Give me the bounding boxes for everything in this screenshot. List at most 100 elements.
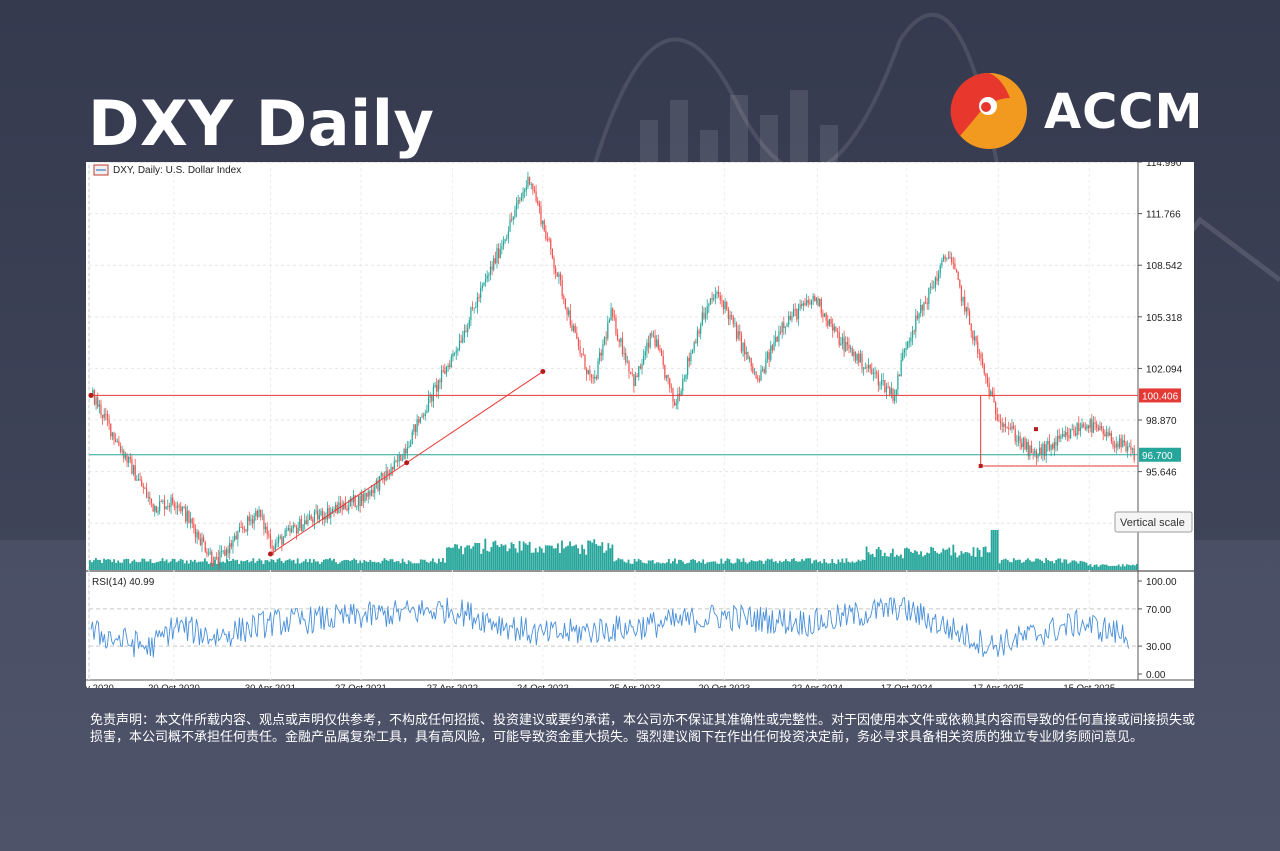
volume-bar — [195, 562, 198, 570]
volume-bar — [1079, 560, 1082, 570]
volume-bar — [978, 549, 981, 570]
volume-bar — [554, 548, 557, 570]
candle-body — [951, 257, 953, 263]
volume-bar — [1008, 561, 1011, 570]
volume-bar — [613, 561, 616, 570]
volume-bar — [865, 546, 868, 570]
candle-body — [618, 339, 620, 342]
candle-body — [685, 374, 687, 379]
volume-bar — [1053, 563, 1056, 570]
volume-bar — [139, 561, 142, 570]
volume-bar — [855, 561, 858, 570]
candle-body — [1099, 425, 1101, 431]
candle-body — [522, 191, 524, 198]
volume-bar — [928, 553, 931, 570]
candle-body — [273, 548, 275, 550]
candle-body — [321, 510, 324, 520]
candle-body — [499, 249, 501, 259]
volume-bar — [1012, 558, 1015, 570]
candle-body — [810, 299, 813, 305]
candle-body — [377, 480, 379, 491]
volume-bar — [226, 559, 228, 570]
candle-body — [672, 388, 674, 402]
volume-bar — [891, 548, 894, 570]
candle-body — [599, 352, 601, 362]
candle-body — [657, 339, 659, 349]
candle-body — [752, 366, 754, 373]
candle-body — [165, 506, 167, 510]
candle-body — [1065, 432, 1067, 437]
candle-body — [111, 432, 113, 437]
candle-body — [704, 314, 707, 319]
candle-body — [727, 309, 730, 320]
candle-body — [414, 424, 417, 433]
volume-bar — [542, 552, 545, 570]
volume-bar — [786, 561, 789, 570]
volume-bar — [575, 544, 577, 570]
volume-bar — [240, 560, 243, 570]
volume-bar — [262, 563, 265, 570]
candle-body — [840, 343, 842, 346]
candle-body — [361, 494, 363, 506]
volume-bar — [903, 548, 906, 570]
candle-body — [1073, 429, 1075, 434]
volume-bar — [948, 547, 951, 570]
candle-body — [678, 393, 681, 396]
volume-bar — [805, 558, 807, 570]
price-tick-label: 111.766 — [1146, 210, 1181, 221]
volume-bar — [694, 560, 697, 570]
candle-body — [530, 184, 532, 185]
candle-body — [256, 511, 259, 518]
volume-bar — [688, 562, 690, 570]
range-box-anchor — [978, 463, 983, 468]
candle-body — [995, 402, 997, 415]
candle-body — [92, 389, 94, 396]
volume-bar — [853, 562, 856, 570]
candle-body — [1039, 447, 1041, 454]
candle-body — [828, 319, 831, 326]
candle-body — [541, 220, 544, 225]
candle-body — [910, 337, 912, 342]
candle-body — [585, 369, 588, 374]
volume-bar — [593, 539, 596, 570]
candle-body — [722, 301, 725, 310]
volume-bar — [934, 550, 937, 570]
volume-bar — [655, 562, 658, 570]
candle-body — [511, 219, 513, 221]
candle-body — [895, 389, 897, 397]
volume-bar — [1115, 565, 1118, 570]
candle-body — [134, 465, 136, 481]
candle-body — [993, 394, 995, 403]
candle-body — [1081, 424, 1083, 429]
volume-bar — [306, 562, 309, 570]
volume-bar — [520, 550, 523, 570]
candle-body — [312, 519, 314, 523]
volume-bar — [187, 563, 190, 570]
volume-bar — [236, 559, 239, 570]
volume-bar — [466, 545, 469, 570]
candle-body — [370, 489, 373, 496]
candle-body — [701, 312, 703, 325]
candle-body — [289, 528, 291, 533]
volume-bar — [433, 562, 436, 570]
candle-body — [1123, 440, 1126, 443]
volume-bar — [1117, 564, 1120, 570]
candle-body — [152, 503, 154, 512]
candle-body — [465, 330, 467, 333]
candle-body — [393, 461, 395, 470]
candle-body — [452, 353, 454, 357]
candle-body — [783, 322, 785, 329]
volume-bar — [1109, 565, 1112, 570]
candle-body — [765, 358, 767, 373]
candle-body — [908, 341, 910, 343]
candle-body — [629, 371, 632, 374]
volume-bar — [268, 561, 271, 570]
candle-body — [432, 386, 435, 402]
volume-bar — [1055, 559, 1058, 570]
volume-bar — [429, 561, 432, 570]
volume-bar — [270, 559, 273, 570]
candle-body — [229, 543, 231, 554]
candle-body — [620, 338, 622, 342]
candle-body — [592, 377, 594, 379]
candle-body — [941, 260, 943, 266]
